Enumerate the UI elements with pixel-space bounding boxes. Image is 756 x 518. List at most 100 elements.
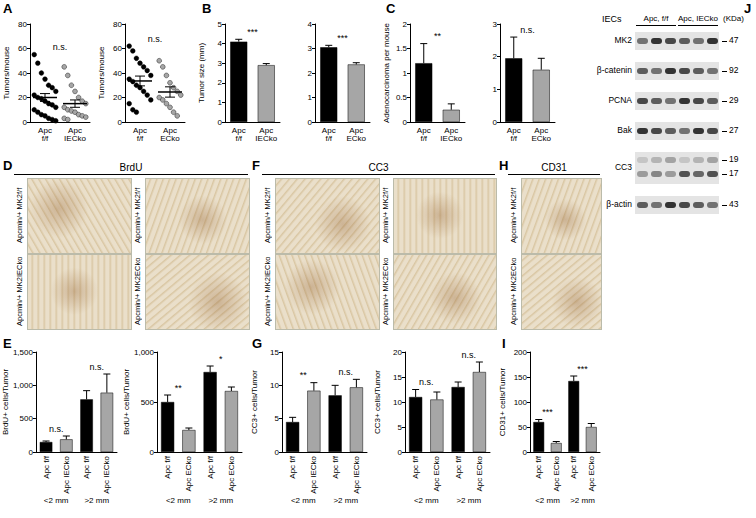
svg-text:2: 2	[308, 69, 313, 78]
svg-text:15: 15	[393, 373, 402, 382]
svg-text:IECko: IECko	[440, 134, 462, 143]
svg-text:150: 150	[514, 373, 528, 382]
svg-text:0: 0	[403, 118, 408, 127]
svg-text:CD31+ cells/Tumor: CD31+ cells/Tumor	[498, 367, 507, 436]
svg-text:f/f: f/f	[325, 134, 332, 143]
svg-text:Tumor size (mm): Tumor size (mm)	[197, 43, 206, 103]
svg-text:20: 20	[393, 348, 402, 357]
svg-text:n.s.: n.s.	[49, 424, 64, 434]
svg-text:>2 mm: >2 mm	[456, 496, 481, 505]
svg-text:40: 40	[113, 69, 122, 78]
svg-text:5: 5	[275, 414, 280, 423]
svg-text:2: 2	[493, 52, 498, 61]
svg-text:n.s.: n.s.	[461, 350, 476, 360]
svg-text:**: **	[175, 383, 183, 393]
svg-text:<2 mm: <2 mm	[291, 496, 316, 505]
svg-text:Apc f/f: Apc f/f	[569, 455, 578, 478]
svg-text:4: 4	[308, 20, 313, 29]
svg-text:0: 0	[23, 118, 28, 127]
svg-text:15: 15	[270, 348, 279, 357]
svg-text:20: 20	[18, 93, 27, 102]
svg-text:Apc f/f: Apc f/f	[288, 455, 297, 478]
svg-text:n.s.: n.s.	[148, 34, 163, 44]
svg-text:Apc f/f: Apc f/f	[206, 455, 215, 478]
svg-text:10: 10	[393, 398, 402, 407]
svg-text:>2 mm: >2 mm	[208, 496, 233, 505]
svg-text:***: ***	[542, 407, 553, 417]
svg-text:3: 3	[218, 59, 223, 68]
svg-text:2: 2	[218, 78, 223, 87]
svg-text:0: 0	[275, 448, 280, 457]
svg-text:1: 1	[308, 93, 313, 102]
svg-text:Apc IECko: Apc IECko	[309, 455, 318, 493]
svg-text:Apc IECko: Apc IECko	[62, 455, 71, 493]
svg-text:50: 50	[518, 423, 527, 432]
svg-text:Tumors/mouse: Tumors/mouse	[97, 46, 106, 100]
svg-text:1.5: 1.5	[396, 44, 408, 53]
svg-text:>2 mm: >2 mm	[333, 496, 358, 505]
svg-text:n.s.: n.s.	[419, 377, 434, 387]
svg-text:<2 mm: <2 mm	[44, 496, 69, 505]
svg-text:***: ***	[337, 33, 348, 43]
svg-text:**: **	[300, 370, 308, 380]
svg-text:5: 5	[218, 20, 223, 29]
svg-text:IECko: IECko	[64, 134, 86, 143]
svg-text:20: 20	[113, 93, 122, 102]
svg-text:Tumors/mouse: Tumors/mouse	[2, 46, 11, 100]
svg-text:n.s.: n.s.	[520, 25, 535, 35]
svg-text:>2 mm: >2 mm	[570, 496, 595, 505]
svg-text:Apc ECko: Apc ECko	[552, 455, 561, 491]
svg-text:>2 mm: >2 mm	[84, 496, 109, 505]
svg-text:<2 mm: <2 mm	[414, 496, 439, 505]
svg-text:n.s.: n.s.	[338, 367, 353, 377]
svg-text:BrdU+ cells/Tumor: BrdU+ cells/Tumor	[122, 369, 131, 436]
svg-text:1,000: 1,000	[134, 348, 155, 357]
svg-text:0: 0	[28, 448, 33, 457]
svg-text:0: 0	[118, 118, 123, 127]
svg-text:Apc f/f: Apc f/f	[42, 455, 51, 478]
svg-text:200: 200	[514, 348, 528, 357]
svg-text:***: ***	[247, 27, 258, 37]
svg-text:Apc f/f: Apc f/f	[454, 455, 463, 478]
svg-text:0: 0	[308, 118, 313, 127]
svg-text:Apc ECko: Apc ECko	[184, 455, 193, 491]
svg-text:n.s.: n.s.	[53, 42, 68, 52]
svg-text:0: 0	[398, 448, 403, 457]
svg-text:60: 60	[18, 44, 27, 53]
svg-text:f/f: f/f	[420, 134, 427, 143]
svg-text:3: 3	[308, 44, 313, 53]
svg-text:<2 mm: <2 mm	[166, 496, 191, 505]
svg-text:Apc f/f: Apc f/f	[534, 455, 543, 478]
svg-text:1: 1	[218, 98, 223, 107]
svg-text:**: **	[434, 31, 442, 41]
svg-text:ECko: ECko	[531, 134, 551, 143]
svg-text:Apc f/f: Apc f/f	[411, 455, 420, 478]
svg-text:100: 100	[514, 398, 528, 407]
svg-text:ECko: ECko	[160, 134, 180, 143]
svg-text:4: 4	[218, 39, 223, 48]
svg-text:Apc ECko: Apc ECko	[587, 455, 596, 491]
svg-text:1,000: 1,000	[13, 381, 34, 390]
svg-text:500: 500	[141, 398, 155, 407]
svg-text:500: 500	[20, 414, 34, 423]
svg-text:Apc f/f: Apc f/f	[82, 455, 91, 478]
svg-text:1,500: 1,500	[13, 348, 34, 357]
svg-text:1: 1	[403, 69, 408, 78]
svg-text:5: 5	[398, 423, 403, 432]
svg-text:80: 80	[18, 20, 27, 29]
svg-text:2: 2	[403, 20, 408, 29]
svg-text:f/f: f/f	[137, 134, 144, 143]
svg-text:f/f: f/f	[510, 134, 517, 143]
svg-text:n.s.: n.s.	[89, 362, 104, 372]
svg-text:60: 60	[113, 44, 122, 53]
svg-text:0: 0	[493, 118, 498, 127]
svg-text:3: 3	[493, 20, 498, 29]
svg-text:*: *	[219, 354, 223, 364]
svg-text:CC3+ cells/Tumor: CC3+ cells/Tumor	[373, 370, 382, 434]
svg-text:<2 mm: <2 mm	[535, 496, 560, 505]
svg-text:IECko: IECko	[255, 134, 277, 143]
svg-text:Apc ECko: Apc ECko	[432, 455, 441, 491]
svg-text:80: 80	[113, 20, 122, 29]
svg-text:Apc ECko: Apc ECko	[227, 455, 236, 491]
svg-text:10: 10	[270, 381, 279, 390]
